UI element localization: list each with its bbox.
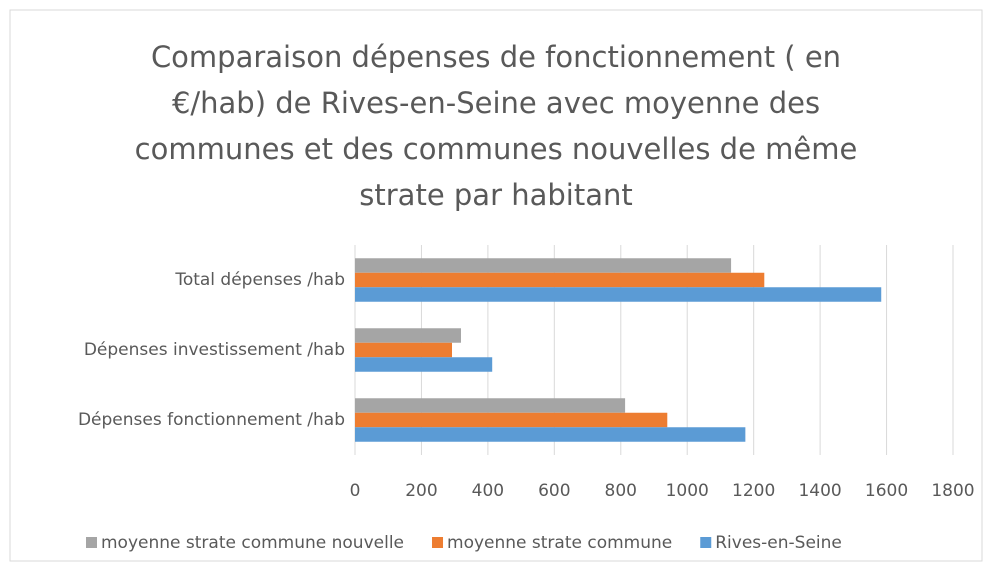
x-tick-label: 400 xyxy=(472,481,504,501)
legend-label: moyenne strate commune nouvelle xyxy=(101,533,404,553)
bar xyxy=(355,272,765,288)
x-tick-label: 1000 xyxy=(666,481,709,501)
y-tick-label: Dépenses investissement /hab xyxy=(84,340,345,360)
x-tick-label: 800 xyxy=(605,481,637,501)
bar xyxy=(355,287,882,302)
bar xyxy=(355,427,746,442)
x-tick-label: 0 xyxy=(350,481,361,501)
x-tick-label: 600 xyxy=(538,481,570,501)
legend-swatch xyxy=(700,537,712,548)
legend-swatch xyxy=(432,537,444,548)
bar xyxy=(355,342,453,358)
bar xyxy=(355,258,732,273)
bar xyxy=(355,328,461,343)
x-tick-label: 1200 xyxy=(732,481,775,501)
chart-title: Comparaison dépenses de fonctionnement (… xyxy=(134,40,858,212)
bar xyxy=(355,398,626,413)
y-tick-label: Total dépenses /hab xyxy=(174,270,345,290)
legend-label: moyenne strate commune xyxy=(447,533,672,553)
x-tick-label: 1400 xyxy=(798,481,841,501)
y-tick-label: Dépenses fonctionnement /hab xyxy=(78,410,345,430)
x-tick-label: 200 xyxy=(405,481,437,501)
x-tick-label: 1800 xyxy=(931,481,974,501)
bar xyxy=(355,357,493,372)
bar xyxy=(355,412,668,428)
legend-swatch xyxy=(86,537,97,548)
legend-label: Rives-en-Seine xyxy=(715,533,842,553)
x-tick-label: 1600 xyxy=(865,481,908,501)
